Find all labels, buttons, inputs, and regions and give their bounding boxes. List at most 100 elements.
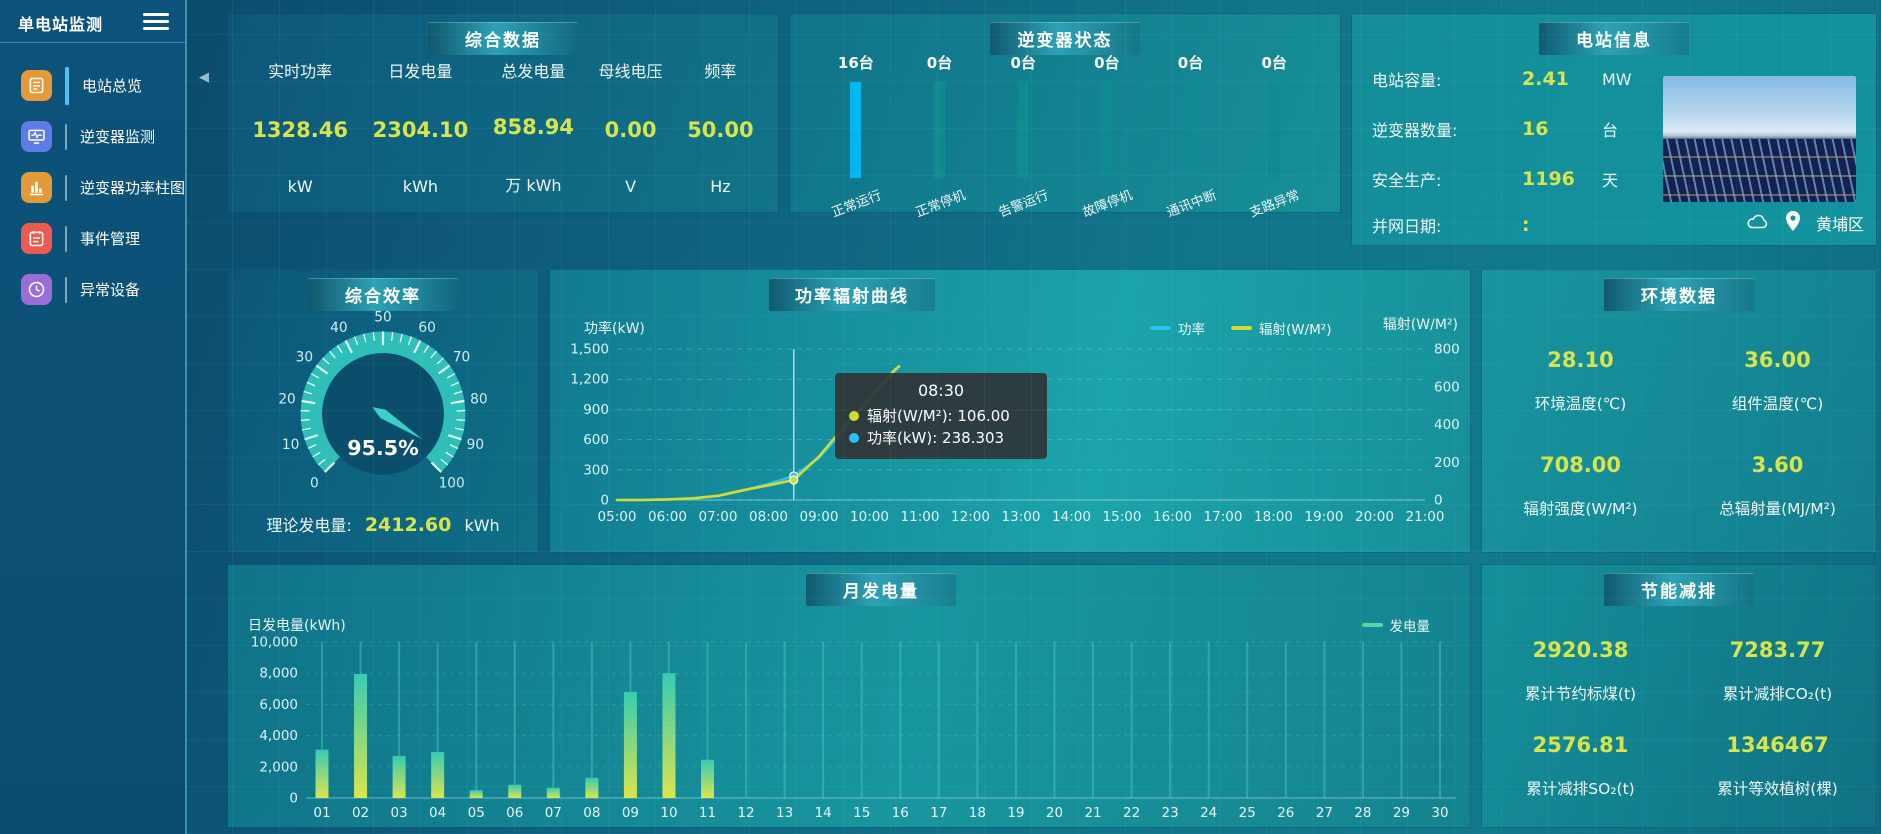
metric-value: 2304.10 (372, 117, 469, 142)
svg-text:200: 200 (1434, 455, 1460, 471)
legend-swatch (1231, 326, 1252, 330)
svg-text:20:00: 20:00 (1355, 509, 1394, 525)
station-location: 黄埔区 (1815, 215, 1864, 234)
legend-item[interactable]: 辐射(W/M²) (1231, 318, 1332, 338)
sidebar-item-abnormal[interactable]: 异常设备 (0, 269, 185, 310)
svg-text:60: 60 (418, 320, 435, 336)
menu-item-indicator (65, 225, 67, 252)
svg-text:22: 22 (1123, 805, 1140, 821)
legend-swatch (1150, 326, 1171, 330)
svg-text:14:00: 14:00 (1052, 509, 1091, 525)
stat-cell: 2576.81 累计减排SO₂(t) (1482, 718, 1679, 813)
power-radiation-chart[interactable]: 1,500 1,200 900 600 300 0 800 600 400 200 0 05:00 06… (550, 340, 1470, 534)
sidebar-header: 单电站监测 (0, 0, 185, 43)
svg-text:07:00: 07:00 (699, 509, 738, 525)
status-count: 0台 (1094, 54, 1120, 72)
svg-text:06: 06 (506, 805, 523, 821)
legend-item[interactable]: 功率 (1150, 318, 1205, 338)
station-row-unit: 天 (1602, 171, 1619, 190)
svg-text:23: 23 (1162, 805, 1179, 821)
station-info-row: 并网日期:: (1372, 204, 1672, 246)
sidebar-item-power-bars[interactable]: 逆变器功率柱图 (0, 167, 185, 208)
svg-text:11:00: 11:00 (901, 509, 940, 525)
metric-unit: 万 kWh (505, 176, 562, 195)
station-row-value: : (1522, 214, 1530, 236)
svg-text:13:00: 13:00 (1002, 509, 1041, 525)
inverter-status-bars[interactable]: 16台 正常运行 0台 正常停机 0台 告警运行 0台 故障停机 0台 通讯中断 0台 支路异常 (814, 52, 1316, 221)
status-bar (1185, 81, 1197, 178)
sidebar-item-inverter-monitor[interactable]: 逆变器监测 (0, 116, 185, 157)
sidebar-item-label: 逆变器监测 (80, 128, 156, 146)
station-info-row: 电站容量: 2.41 MW (1372, 54, 1672, 104)
metric-label: 日发电量 (388, 62, 453, 81)
right-axis-label: 辐射(W/M²) (1382, 317, 1458, 333)
panel-overview-data: 综合数据 实时功率 1328.46 kW 日发电量 2304.10 kWh 总发电量 858.… (228, 14, 778, 212)
monthly-generation-chart[interactable]: 10,000 8,000 6,000 4,000 2,000 0 01 02 03 04 05 06 0… (228, 630, 1470, 831)
power-bars-icon (21, 172, 52, 203)
sidebar-item-overview[interactable]: 电站总览 (0, 65, 185, 106)
inverter-status-item: 0台 告警运行 (981, 52, 1065, 221)
series-dot (849, 411, 859, 421)
svg-text:24: 24 (1200, 805, 1217, 821)
weather-cloud-icon[interactable] (1746, 212, 1770, 234)
hamburger-menu-icon[interactable] (143, 13, 169, 30)
overview-metrics: 实时功率 1328.46 kW 日发电量 2304.10 kWh 总发电量 858.94 万 k… (240, 58, 766, 196)
metric-unit: V (625, 177, 637, 196)
station-row-label: 电站容量: (1372, 71, 1442, 90)
svg-text:04: 04 (429, 805, 446, 821)
app-title: 单电站监测 (18, 15, 104, 34)
left-axis-label: 功率(kW) (584, 321, 645, 337)
svg-text:4,000: 4,000 (259, 728, 298, 744)
legend-label: 辐射(W/M²) (1259, 322, 1332, 338)
collapse-panel-arrow[interactable]: ◀ (199, 70, 209, 85)
sidebar-item-label: 事件管理 (80, 230, 141, 248)
svg-text:08: 08 (583, 805, 600, 821)
stat-cell: 1346467 累计等效植树(棵) (1679, 718, 1876, 813)
stat-value: 1346467 (1726, 732, 1829, 757)
menu-item-indicator (65, 123, 67, 150)
svg-text:21: 21 (1084, 805, 1101, 821)
station-row-label: 安全生产: (1372, 171, 1442, 190)
sidebar-menu: 电站总览逆变器监测逆变器功率柱图事件管理异常设备 (0, 65, 185, 310)
metric-unit: kW (287, 177, 313, 196)
status-label: 故障停机 (1080, 188, 1135, 221)
stat-label: 辐射强度(W/M²) (1523, 499, 1638, 518)
stat-value: 36.00 (1744, 347, 1811, 372)
svg-text:6,000: 6,000 (259, 697, 298, 713)
svg-text:300: 300 (583, 462, 609, 478)
svg-text:28: 28 (1354, 805, 1371, 821)
tooltip-rows: 辐射(W/M²): 106.00 功率(kW): 238.303 (849, 405, 1033, 449)
legend-swatch (1361, 623, 1383, 627)
inverter-monitor-icon (21, 121, 52, 152)
svg-text:21:00: 21:00 (1406, 509, 1445, 525)
stat-value: 2920.38 (1532, 637, 1629, 662)
station-row-value: 16 (1522, 118, 1549, 140)
metric-label: 母线电压 (598, 62, 663, 81)
overview-metric: 总发电量 858.94 万 kWh (493, 58, 574, 196)
svg-text:80: 80 (470, 392, 487, 408)
inverter-status-item: 0台 正常停机 (898, 52, 982, 221)
svg-text:18:00: 18:00 (1254, 509, 1293, 525)
abnormal-icon (21, 274, 52, 305)
panel-title: 综合效率 (308, 278, 458, 311)
location-pin-icon[interactable] (1785, 211, 1800, 235)
legend-item[interactable]: 发电量 (1361, 615, 1430, 635)
svg-text:900: 900 (583, 402, 609, 418)
svg-text:0: 0 (289, 791, 298, 807)
panel-title: 月发电量 (806, 573, 956, 606)
svg-text:10,000: 10,000 (251, 635, 298, 651)
theory-label: 理论发电量: (266, 516, 352, 535)
svg-text:19: 19 (1007, 805, 1024, 821)
sidebar-item-events[interactable]: 事件管理 (0, 218, 185, 259)
svg-text:400: 400 (1434, 417, 1460, 433)
station-info-row: 安全生产: 1196 天 (1372, 154, 1672, 204)
svg-text:25: 25 (1239, 805, 1256, 821)
metric-label: 频率 (704, 62, 737, 81)
svg-text:14: 14 (815, 805, 832, 821)
overview-metric: 母线电压 0.00 V (599, 58, 663, 196)
status-bar (934, 81, 945, 178)
svg-text:16: 16 (892, 805, 909, 821)
svg-text:18: 18 (969, 805, 986, 821)
metric-value: 0.00 (604, 117, 657, 142)
tooltip-row: 功率(kW): 238.303 (849, 427, 1033, 449)
